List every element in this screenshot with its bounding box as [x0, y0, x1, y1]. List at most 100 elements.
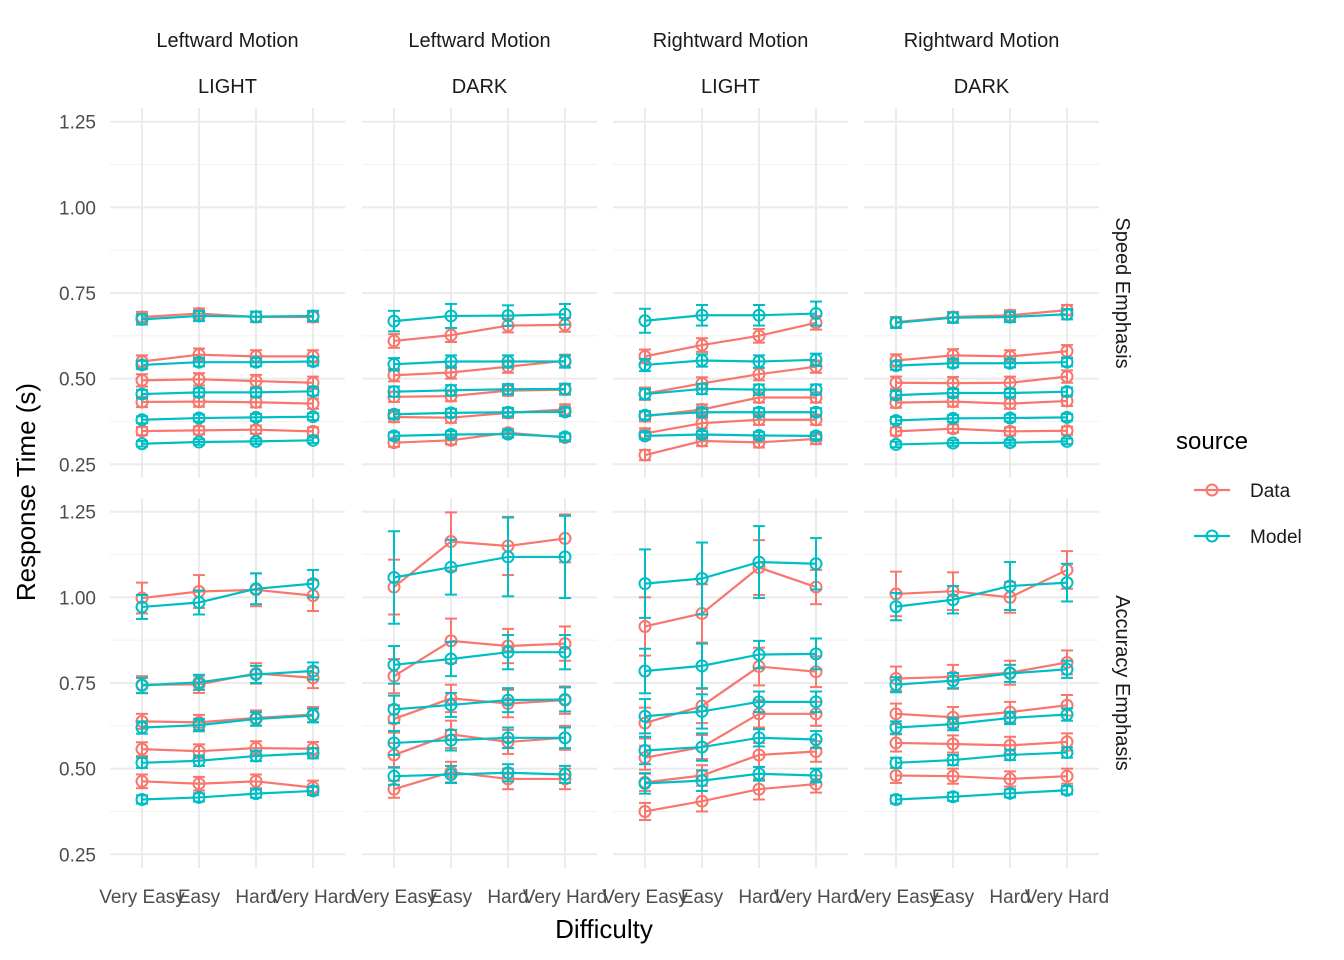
data-point: [249, 787, 263, 801]
data-point: [249, 410, 263, 424]
x-tick-label: Very Hard: [523, 887, 607, 908]
series-line: [644, 566, 817, 628]
series-data: [135, 572, 320, 615]
data-point: [889, 707, 903, 721]
series-line: [895, 740, 1068, 747]
series-data: [638, 314, 823, 365]
y-axis-title: Response Time (s): [11, 383, 41, 601]
x-tick-label: Very Hard: [1025, 887, 1109, 908]
data-point: [809, 557, 823, 571]
legend-entry-data: Data: [1194, 481, 1291, 502]
data-point: [501, 309, 515, 323]
series-model: [638, 728, 823, 766]
series-line: [644, 358, 817, 367]
y-tick-label: 1.25: [59, 503, 96, 524]
data-point: [387, 357, 401, 371]
data-point: [889, 678, 903, 692]
series-line: [895, 427, 1068, 433]
data-point: [192, 411, 206, 425]
x-tick-label: Easy: [932, 887, 975, 908]
data-point: [752, 731, 766, 745]
strip-label-top: Leftward Motion: [408, 30, 550, 52]
panel-series-7: [889, 550, 1074, 806]
data-point: [192, 385, 206, 399]
data-point: [752, 367, 766, 381]
data-point: [695, 659, 709, 673]
series-data: [387, 353, 572, 383]
data-point: [192, 309, 206, 323]
series-line: [895, 399, 1068, 405]
series-line: [644, 433, 817, 437]
data-point: [135, 373, 149, 387]
data-point: [249, 774, 263, 788]
data-point: [444, 652, 458, 666]
data-point: [889, 792, 903, 806]
series-line: [644, 712, 816, 759]
series-model: [638, 637, 823, 695]
series-line: [141, 714, 314, 729]
series-model: [889, 385, 1074, 402]
series-line: [141, 582, 314, 609]
legend-key-point: [1205, 483, 1219, 497]
data-point: [695, 740, 709, 754]
series-line: [895, 361, 1068, 367]
series-line: [141, 360, 314, 367]
series-model: [387, 427, 572, 444]
panel-series-0: [135, 307, 320, 451]
series-model: [387, 382, 572, 399]
series-line: [393, 537, 566, 588]
series-line: [393, 360, 565, 366]
row-strip-label: Speed Emphasis: [1111, 217, 1133, 368]
y-tick-label: 1.00: [59, 198, 96, 219]
panel-series-1: [387, 302, 572, 450]
data-point: [695, 338, 709, 352]
series-line: [393, 387, 566, 393]
series-line: [141, 752, 314, 764]
series-line: [141, 428, 314, 433]
data-point: [249, 582, 263, 596]
data-point: [135, 312, 149, 326]
strip-label-bottom: LIGHT: [198, 76, 257, 98]
data-point: [1060, 769, 1074, 783]
series-model: [638, 427, 823, 443]
series-line: [644, 782, 817, 813]
series-line: [141, 353, 313, 363]
series-model: [135, 707, 320, 735]
data-point: [249, 712, 263, 726]
data-point: [249, 385, 263, 399]
data-point: [889, 756, 903, 770]
data-point: [444, 355, 458, 369]
y-tick-label: 0.50: [59, 370, 96, 391]
data-point: [501, 731, 515, 745]
data-point: [1003, 786, 1017, 800]
data-point: [946, 386, 960, 400]
data-point: [387, 570, 401, 584]
series-data: [387, 383, 572, 404]
series-line: [141, 746, 314, 753]
x-tick-label: Very Easy: [351, 887, 437, 908]
data-point: [752, 383, 766, 397]
data-point: [809, 429, 823, 443]
series-line: [141, 439, 314, 445]
data-point: [558, 355, 572, 369]
data-point: [501, 693, 515, 707]
data-point: [1060, 410, 1074, 424]
series-model: [889, 561, 1074, 622]
data-point: [638, 387, 652, 401]
data-point: [946, 674, 960, 688]
x-tick-label: Very Easy: [99, 887, 185, 908]
data-point: [558, 382, 572, 396]
series-data: [387, 426, 572, 450]
series-model: [889, 783, 1074, 806]
x-axis-title: Difficulty: [555, 914, 653, 944]
series-model: [638, 690, 823, 735]
data-point: [387, 429, 401, 443]
data-point: [889, 316, 903, 330]
data-point: [752, 748, 766, 762]
data-point: [752, 695, 766, 709]
data-point: [444, 328, 458, 342]
data-point: [889, 437, 903, 451]
data-point: [387, 334, 401, 348]
data-point: [809, 695, 823, 709]
